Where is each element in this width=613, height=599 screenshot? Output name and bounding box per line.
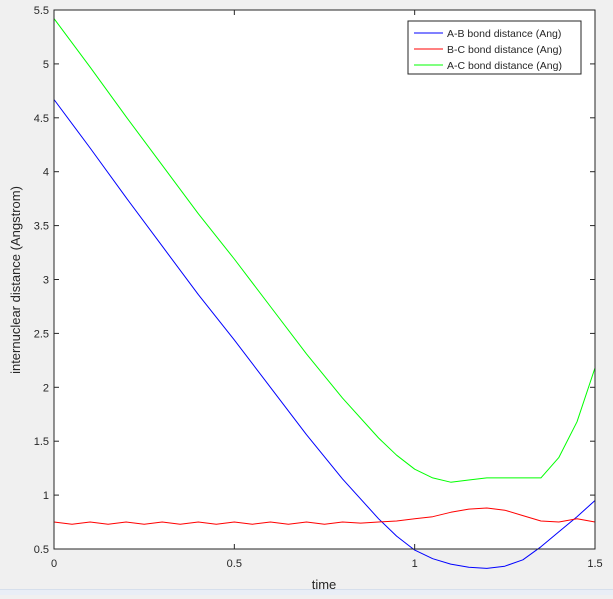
window-bottom-strip	[0, 589, 613, 595]
series-layer	[53, 18, 596, 569]
y-tick-label: 0.5	[34, 544, 49, 556]
series-line	[53, 18, 596, 483]
y-tick-label: 3.5	[34, 221, 49, 233]
y-tick-label: 1	[43, 490, 49, 502]
series-line	[53, 507, 596, 525]
legend-label: A-B bond distance (Ang)	[447, 28, 561, 40]
plot-area	[54, 10, 595, 549]
y-tick-label: 4.5	[34, 113, 49, 125]
y-tick-label: 2.5	[34, 328, 49, 340]
legend-entries: A-B bond distance (Ang) B-C bond distance…	[414, 28, 562, 72]
x-axis: 0 0.5 1 1.5	[51, 10, 603, 570]
y-tick-label: 3	[43, 275, 49, 287]
x-tick-label: 0.5	[227, 558, 242, 570]
x-tick-label: 1.5	[587, 558, 602, 570]
y-tick-label: 1.5	[34, 436, 49, 448]
x-axis-title: time	[312, 577, 337, 592]
legend: A-B bond distance (Ang) B-C bond distance…	[407, 20, 582, 75]
y-tick-label: 5	[43, 59, 49, 71]
legend-label: A-C bond distance (Ang)	[447, 60, 562, 72]
y-axis-title: internuclear distance (Angstrom)	[8, 186, 23, 374]
y-tick-label: 4	[43, 167, 49, 179]
y-tick-label: 2	[43, 382, 49, 394]
legend-label: B-C bond distance (Ang)	[447, 44, 562, 56]
y-tick-label: 5.5	[34, 5, 49, 17]
y-axis: 0.5 1 1.5 2 2.5 3 3.5 4 4.5 5 5.5	[34, 5, 595, 556]
x-tick-label: 0	[51, 558, 57, 570]
x-tick-label: 1	[412, 558, 418, 570]
series-line	[53, 99, 596, 569]
